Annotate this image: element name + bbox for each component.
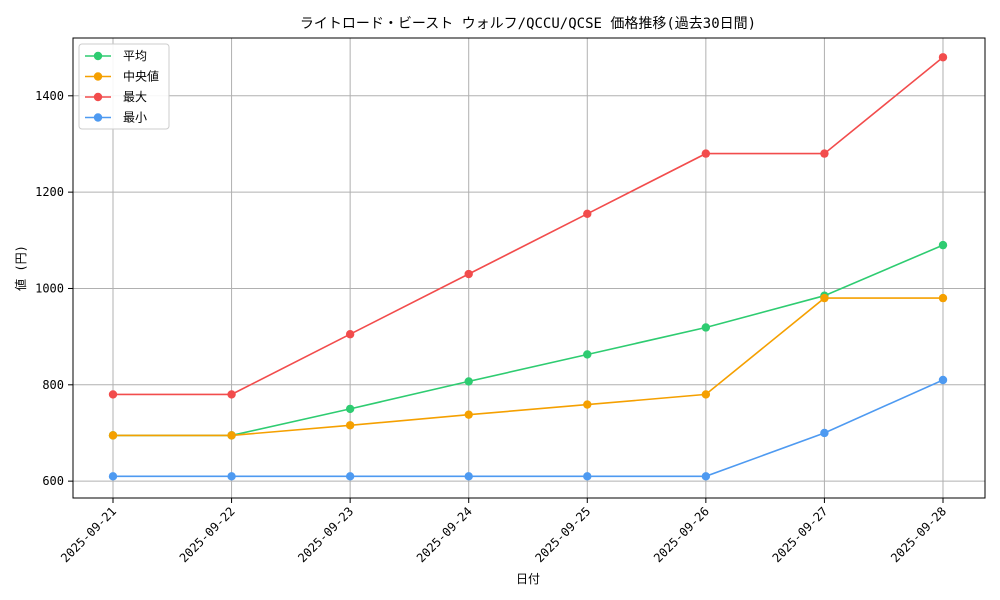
y-tick-label: 1000 (35, 281, 64, 295)
chart-title: ライトロード・ビースト ウォルフ/QCCU/QCSE 価格推移(過去30日間) (300, 16, 756, 32)
plot-frame (72, 37, 986, 499)
series-line (113, 244, 944, 437)
data-point (938, 53, 948, 62)
x-tick-label: 2025-09-26 (651, 504, 712, 565)
x-tick-label: 2025-09-22 (177, 504, 238, 565)
data-point (345, 421, 355, 430)
legend-label: 中央値 (123, 69, 159, 84)
data-point (583, 350, 592, 359)
series-line (113, 56, 944, 396)
data-point (345, 404, 355, 414)
data-point (464, 472, 473, 481)
data-point (820, 149, 829, 158)
data-point (701, 149, 711, 158)
data-point (108, 472, 118, 481)
data-point (227, 390, 236, 399)
x-tick-label: 2025-09-28 (888, 504, 949, 565)
x-tick-label: 2025-09-23 (295, 504, 356, 565)
data-point (345, 330, 355, 339)
data-point (701, 390, 711, 399)
x-tick-label: 2025-09-25 (532, 504, 593, 565)
legend-label: 平均 (123, 49, 147, 63)
legend-box (78, 43, 170, 130)
legend-marker (93, 92, 103, 102)
data-point (583, 209, 592, 219)
data-point (464, 377, 473, 386)
series-line (113, 297, 943, 437)
data-point (464, 410, 473, 419)
legend-marker (93, 72, 103, 81)
series-layer (108, 53, 948, 481)
data-point (583, 400, 592, 409)
data-point (464, 269, 473, 279)
series-2 (108, 53, 948, 399)
data-point (820, 428, 829, 438)
x-axis-title: 日付 (516, 572, 540, 586)
y-tick-label: 1400 (35, 89, 64, 103)
grid (73, 38, 985, 498)
series-3 (108, 375, 948, 481)
x-tick-label: 2025-09-27 (770, 504, 831, 565)
data-point (938, 293, 948, 303)
data-point (108, 390, 118, 399)
series-1 (108, 293, 948, 440)
legend-label: 最大 (123, 90, 147, 104)
y-tick-label: 800 (42, 378, 64, 392)
legend-marker (93, 113, 103, 122)
y-axis-title: 値 (円) (13, 245, 28, 291)
data-point (583, 472, 592, 481)
data-point (938, 240, 948, 250)
data-point (701, 472, 711, 481)
series-line (113, 379, 944, 478)
legend-label: 最小 (123, 111, 147, 125)
data-point (345, 472, 355, 481)
data-point (820, 293, 829, 303)
data-point (227, 472, 236, 481)
data-point (108, 431, 118, 440)
x-tick-label: 2025-09-24 (414, 504, 475, 565)
y-tick-label: 1200 (35, 185, 64, 199)
data-point (227, 431, 236, 440)
axes: 2025-09-21 2025-09-22 2025-09-23 2025-09-24… (35, 89, 949, 565)
legend-marker (93, 51, 103, 61)
data-point (938, 375, 948, 385)
x-tick-label: 2025-09-21 (58, 504, 119, 565)
y-tick-label: 600 (42, 474, 64, 488)
data-point (701, 323, 711, 332)
